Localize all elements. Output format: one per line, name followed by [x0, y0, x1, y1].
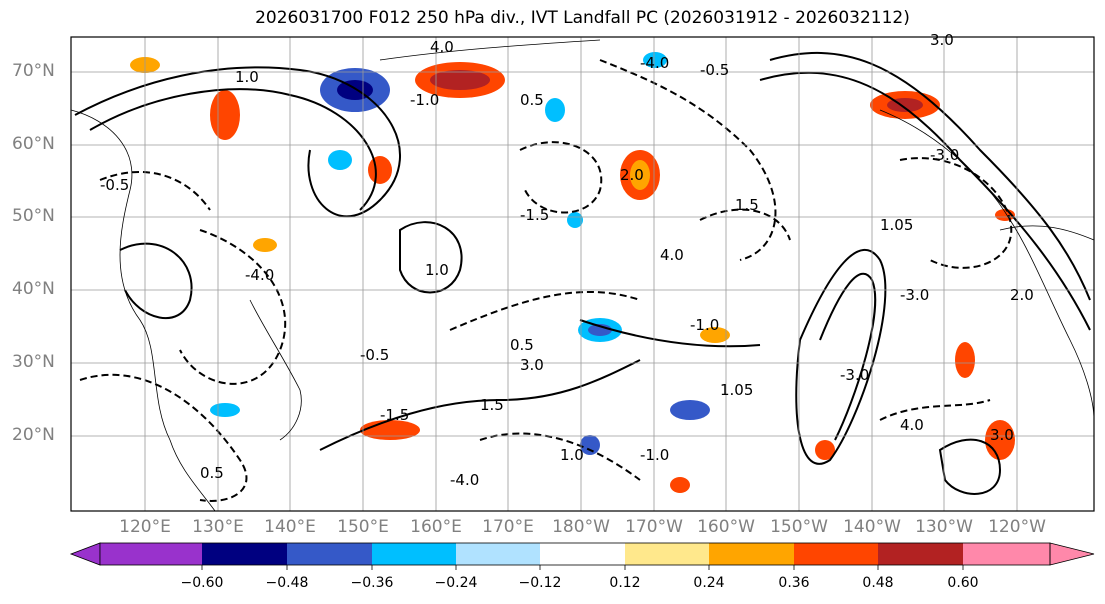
contour-label: -1.5: [520, 206, 549, 224]
contour-label: 0.5: [510, 336, 534, 354]
lon-label: 160°E: [410, 517, 462, 537]
contour-label: 4.0: [660, 246, 684, 264]
colorbar-extend-low: [69, 542, 101, 566]
contour-label: 1.0: [560, 446, 584, 464]
lat-label: 60°N: [12, 134, 55, 154]
contour-label: 2.0: [1010, 286, 1034, 304]
lon-label: 170°W: [625, 517, 683, 537]
colorbar-bin: [287, 543, 372, 565]
contour-label: -1.0: [410, 91, 439, 109]
contour-label: 3.0: [990, 426, 1014, 444]
contour-label: -0.5: [100, 176, 129, 194]
colorbar-tick-label: −0.48: [265, 575, 309, 591]
contour-label: -3.0: [900, 286, 929, 304]
contour-label: 1.0: [425, 261, 449, 279]
colorbar-bin: [709, 543, 794, 565]
colorbar-bin: [963, 543, 1050, 565]
contours-negative: [79, 59, 1013, 502]
colorbar-frame: [99, 542, 1051, 566]
colorbar-tick-label: −0.24: [434, 575, 478, 591]
contour-label: -3.0: [930, 146, 959, 164]
lon-label: 150°E: [337, 517, 389, 537]
colorbar-tick-label: −0.12: [518, 575, 562, 591]
colorbar-tick-label: 0.60: [947, 575, 979, 591]
gridlines: [71, 37, 1094, 511]
colorbar-bin: [456, 543, 540, 565]
colorbar-bin: [540, 543, 625, 565]
contour-label: 1.05: [720, 381, 753, 399]
contour-label: -1.0: [640, 446, 669, 464]
contour-label: -4.0: [450, 471, 479, 489]
contour-label: 0.5: [200, 464, 224, 482]
colorbar-bin: [794, 543, 878, 565]
colorbar: [69, 542, 1095, 566]
coastlines: [70, 39, 1095, 512]
lon-label: 140°W: [843, 517, 901, 537]
lat-label: 50°N: [12, 206, 55, 226]
lon-label: 140°E: [264, 517, 316, 537]
lat-label: 30°N: [12, 352, 55, 372]
lon-label: 120°W: [988, 517, 1046, 537]
lon-label: 120°E: [119, 517, 171, 537]
colorbar-bin: [100, 543, 202, 565]
colorbar-tick-label: 0.48: [862, 575, 894, 591]
contour-label: 1.05: [880, 216, 913, 234]
contour-label: 2.0: [620, 166, 644, 184]
lat-label: 20°N: [12, 425, 55, 445]
colorbar-tick-label: 0.12: [609, 575, 641, 591]
contour-label: 1.5: [735, 196, 759, 214]
lat-label: 70°N: [12, 61, 55, 81]
contour-label: -3.0: [840, 366, 869, 384]
contour-label: 4.0: [900, 416, 924, 434]
lon-label: 150°W: [770, 517, 828, 537]
colorbar-tick-label: 0.24: [693, 575, 725, 591]
contour-label: 4.0: [430, 38, 454, 56]
contour-label: 1.5: [480, 396, 504, 414]
contour-labels: 4.0 -4.0 1.0 -1.0 0.5 -0.5 3.0 -3.0 2.0 1.5 -1.5 1.…: [100, 31, 1034, 489]
lon-label: 170°E: [482, 517, 534, 537]
contour-label: -1.5: [380, 406, 409, 424]
colorbar-bin: [372, 543, 456, 565]
contour-label: 3.0: [930, 31, 954, 49]
colorbar-bin: [625, 543, 709, 565]
colorbar-bin: [202, 543, 287, 565]
contour-label: -0.5: [360, 346, 389, 364]
map-frame: [70, 36, 1095, 512]
lat-label: 40°N: [12, 279, 55, 299]
lon-label: 180°W: [552, 517, 610, 537]
colorbar-tick-label: −0.60: [180, 575, 224, 591]
contour-label: 3.0: [520, 356, 544, 374]
colorbar-bin: [878, 543, 963, 565]
lon-label: 130°E: [192, 517, 244, 537]
contour-label: 1.0: [235, 68, 259, 86]
contour-label: -0.5: [700, 61, 729, 79]
map-title: 2026031700 F012 250 hPa div., IVT Landfa…: [255, 8, 910, 28]
colorbar-tick-label: 0.36: [778, 575, 810, 591]
contour-label: 0.5: [520, 91, 544, 109]
colorbar-tick-label: −0.36: [350, 575, 394, 591]
lon-label: 160°W: [697, 517, 755, 537]
contour-label: -4.0: [640, 54, 669, 72]
contour-label: -1.0: [690, 316, 719, 334]
contour-label: -4.0: [245, 266, 274, 284]
lon-label: 130°W: [915, 517, 973, 537]
colorbar-extend-high: [1049, 542, 1095, 566]
